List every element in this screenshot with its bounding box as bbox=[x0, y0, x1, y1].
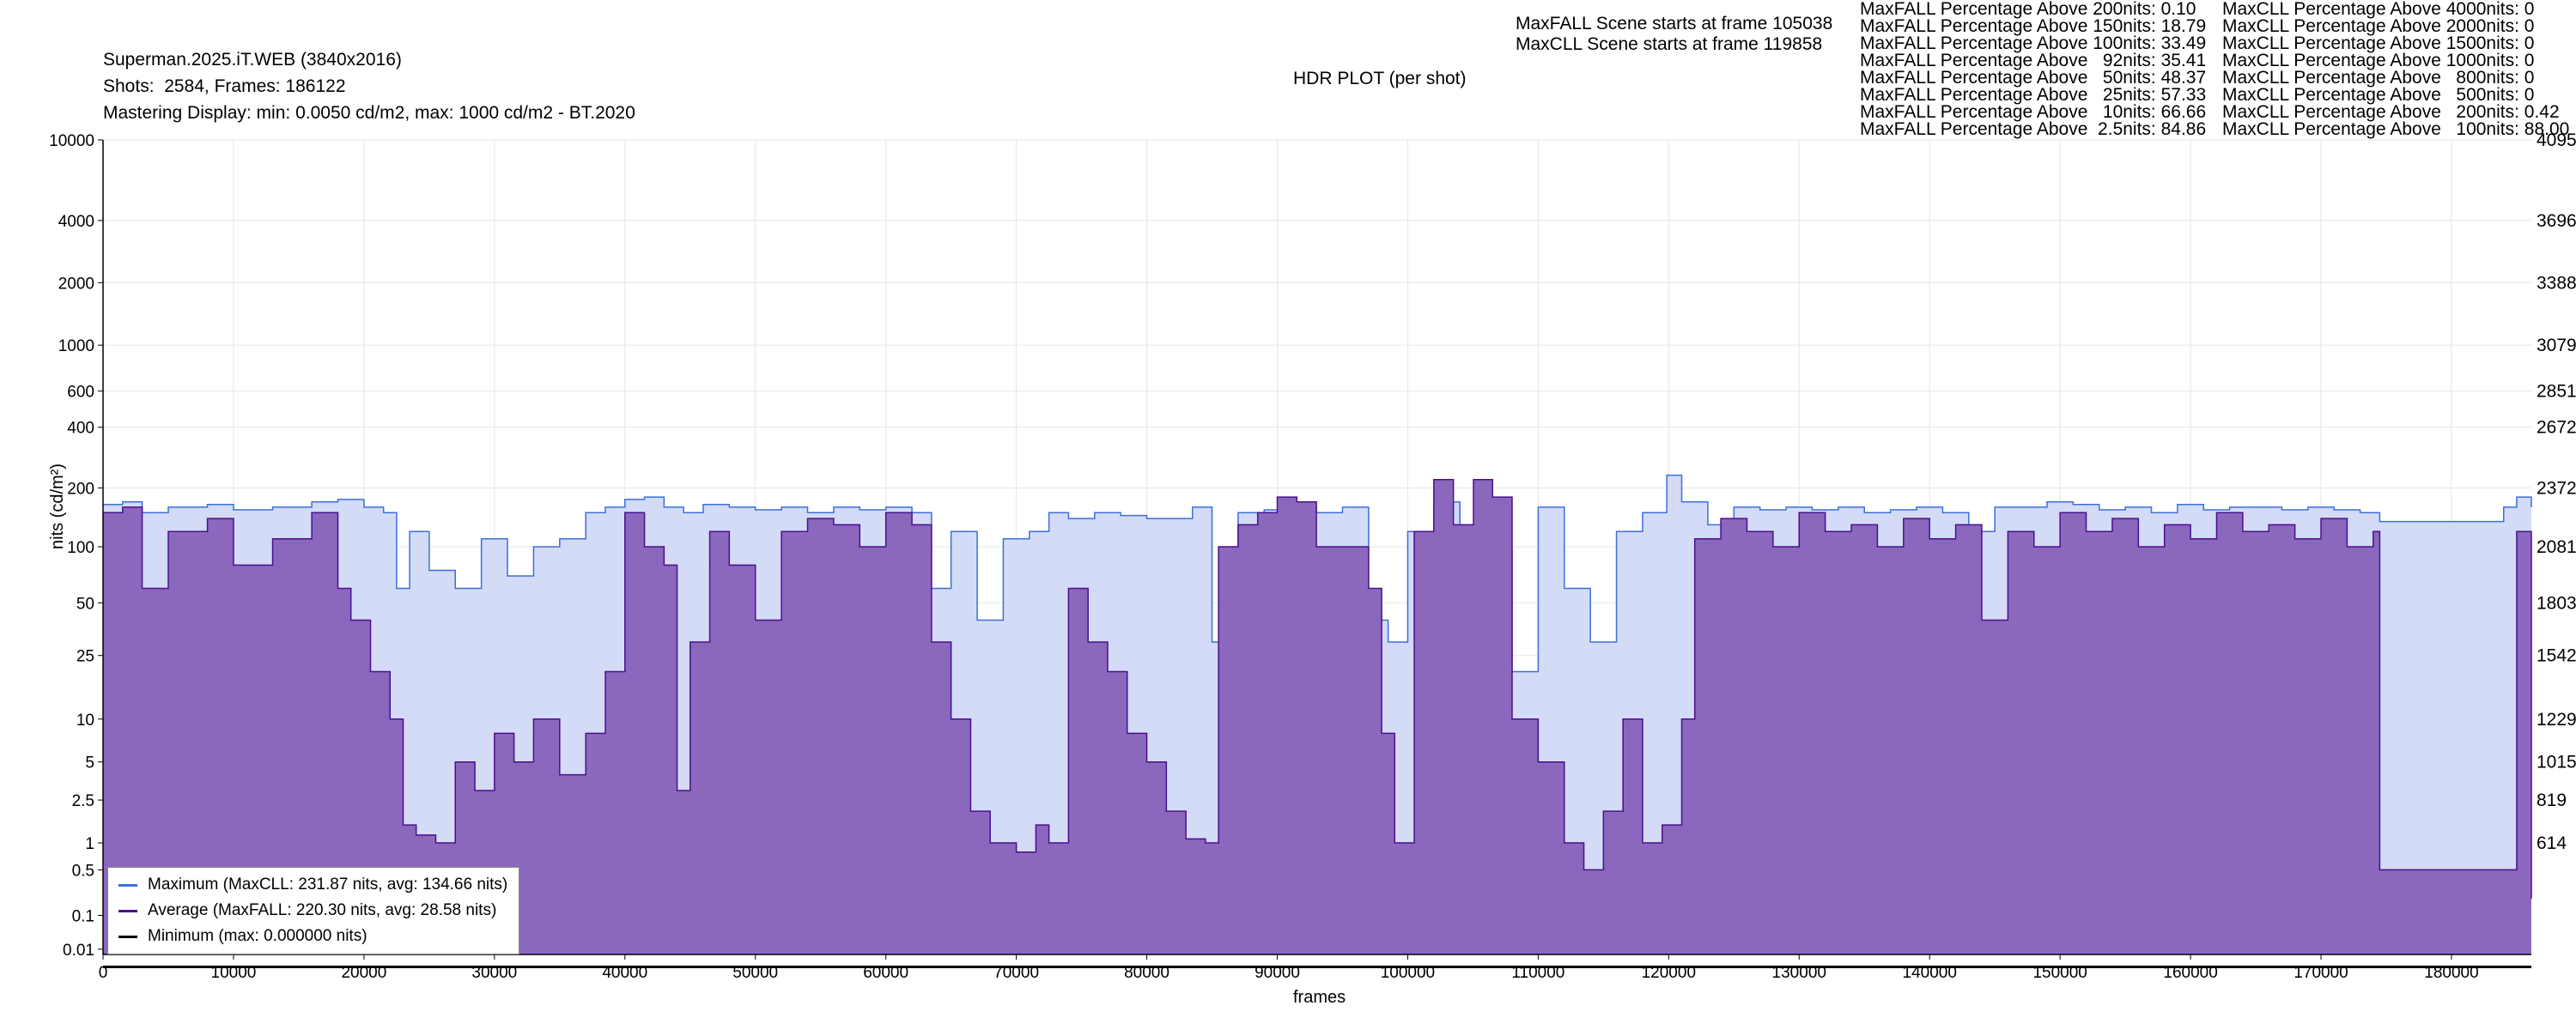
maxfall-stat-line: MaxFALL Percentage Above 150nits: 18.79 bbox=[1860, 16, 2207, 36]
x-tick-label: 130000 bbox=[1772, 964, 1826, 982]
y-tick-label: 200 bbox=[67, 481, 94, 499]
plot-title: HDR PLOT (per shot) bbox=[1293, 69, 1467, 88]
right-tick-label: 2372 bbox=[2537, 479, 2576, 499]
x-tick-label: 0 bbox=[99, 964, 108, 982]
y-tick-label: 0.1 bbox=[72, 907, 94, 925]
maxcll-stats: MaxCLL Percentage Above 4000nits: 0 MaxCL… bbox=[2222, 0, 2570, 139]
maxcll-stat-line: MaxCLL Percentage Above 100nits: 88.00 bbox=[2222, 119, 2570, 139]
y-tick-label: 1 bbox=[85, 835, 94, 853]
y-tick-label: 400 bbox=[67, 420, 94, 438]
maxfall-stat-line: MaxFALL Percentage Above 92nits: 35.41 bbox=[1860, 51, 2207, 70]
legend-item-maximum: Maximum (MaxCLL: 231.87 nits, avg: 134.6… bbox=[118, 873, 507, 897]
right-tick-label: 3696 bbox=[2537, 211, 2576, 231]
maxcll-stat-line: MaxCLL Percentage Above 4000nits: 0 bbox=[2222, 0, 2535, 19]
legend-swatch-average bbox=[118, 909, 137, 912]
maxfall-scene-start: MaxFALL Scene starts at frame 105038 bbox=[1516, 14, 1833, 33]
legend-swatch-maximum bbox=[118, 883, 137, 887]
maxfall-stats: MaxFALL Percentage Above 200nits: 0.10 Ma… bbox=[1860, 0, 2207, 139]
x-tick-label: 160000 bbox=[2163, 964, 2217, 982]
maxfall-stat-line: MaxFALL Percentage Above 200nits: 0.10 bbox=[1860, 0, 2196, 19]
x-tick-label: 110000 bbox=[1511, 964, 1564, 982]
maxcll-stat-line: MaxCLL Percentage Above 200nits: 0.42 bbox=[2222, 102, 2560, 122]
maxfall-stat-line: MaxFALL Percentage Above 100nits: 33.49 bbox=[1860, 33, 2207, 53]
maxfall-stat-line: MaxFALL Percentage Above 25nits: 57.33 bbox=[1860, 85, 2207, 105]
y-tick-label: 2000 bbox=[58, 275, 94, 293]
x-tick-label: 60000 bbox=[863, 964, 908, 982]
maxcll-stat-line: MaxCLL Percentage Above 1000nits: 0 bbox=[2222, 51, 2535, 70]
y-tick-label: 1000 bbox=[58, 337, 94, 355]
x-axis-title: frames bbox=[1293, 988, 1346, 1007]
x-tick-label: 70000 bbox=[993, 964, 1039, 982]
y-tick-label: 0.5 bbox=[72, 862, 94, 880]
legend-swatch-minimum bbox=[118, 935, 137, 938]
legend-item-average: Average (MaxFALL: 220.30 nits, avg: 28.5… bbox=[118, 899, 496, 923]
right-tick-label: 614 bbox=[2537, 833, 2567, 853]
right-tick-label: 2851 bbox=[2537, 382, 2576, 402]
y-tick-label: 4000 bbox=[58, 213, 94, 231]
right-tick-label: 3388 bbox=[2537, 273, 2576, 293]
x-tick-label: 170000 bbox=[2293, 964, 2348, 982]
y-tick-label: 100 bbox=[67, 539, 94, 557]
right-tick-label: 2081 bbox=[2537, 537, 2576, 557]
legend-label-minimum: Minimum (max: 0.000000 nits) bbox=[148, 927, 368, 945]
legend-item-minimum: Minimum (max: 0.000000 nits) bbox=[118, 924, 368, 948]
x-tick-label: 50000 bbox=[732, 964, 778, 982]
y-tick-label: 50 bbox=[76, 595, 94, 613]
x-tick-label: 120000 bbox=[1642, 964, 1696, 982]
x-tick-label: 10000 bbox=[211, 964, 257, 982]
maxfall-stat-line: MaxFALL Percentage Above 10nits: 66.66 bbox=[1860, 102, 2207, 122]
y-tick-label: 10 bbox=[76, 712, 94, 730]
maxfall-stat-line: MaxFALL Percentage Above 2.5nits: 84.86 bbox=[1860, 119, 2207, 139]
x-tick-label: 40000 bbox=[602, 964, 647, 982]
y-tick-label: 600 bbox=[67, 384, 94, 402]
maxcll-scene-start: MaxCLL Scene starts at frame 119858 bbox=[1516, 34, 1823, 54]
maxcll-stat-line: MaxCLL Percentage Above 500nits: 0 bbox=[2222, 85, 2535, 105]
right-tick-label: 1015 bbox=[2537, 753, 2576, 772]
right-tick-label: 1542 bbox=[2537, 646, 2576, 666]
x-tick-label: 100000 bbox=[1381, 964, 1435, 982]
maxcll-stat-line: MaxCLL Percentage Above 1500nits: 0 bbox=[2222, 33, 2535, 53]
mastering-display: Mastering Display: min: 0.0050 cd/m2, ma… bbox=[103, 103, 635, 123]
right-tick-label: 1803 bbox=[2537, 593, 2576, 613]
y-tick-label: 5 bbox=[85, 754, 94, 772]
x-tick-label: 30000 bbox=[471, 964, 517, 982]
y-tick-label: 0.01 bbox=[63, 942, 94, 960]
maxfall-stat-line: MaxFALL Percentage Above 50nits: 48.37 bbox=[1860, 68, 2207, 88]
series-average-line bbox=[103, 479, 2532, 899]
right-tick-label: 1229 bbox=[2537, 710, 2576, 730]
right-tick-label: 4095 bbox=[2537, 130, 2576, 150]
x-tick-label: 150000 bbox=[2032, 964, 2087, 982]
legend-label-average: Average (MaxFALL: 220.30 nits, avg: 28.5… bbox=[148, 901, 497, 919]
y-axis-title: nits (cd/m²) bbox=[48, 464, 67, 549]
shots-frames: Shots: 2584, Frames: 186122 bbox=[103, 76, 346, 96]
y-tick-label: 2.5 bbox=[72, 792, 94, 810]
x-tick-label: 140000 bbox=[1903, 964, 1957, 982]
y-tick-label: 25 bbox=[76, 648, 94, 666]
maxcll-stat-line: MaxCLL Percentage Above 2000nits: 0 bbox=[2222, 16, 2535, 36]
x-tick-label: 80000 bbox=[1124, 964, 1170, 982]
right-tick-label: 3079 bbox=[2537, 336, 2576, 355]
x-tick-label: 90000 bbox=[1255, 964, 1300, 982]
x-tick-label: 20000 bbox=[341, 964, 386, 982]
right-tick-label: 2672 bbox=[2537, 418, 2576, 438]
legend: Maximum (MaxCLL: 231.87 nits, avg: 134.6… bbox=[107, 867, 519, 954]
x-tick-label: 180000 bbox=[2424, 964, 2478, 982]
y-tick-label: 10000 bbox=[49, 132, 94, 150]
legend-label-maximum: Maximum (MaxCLL: 231.87 nits, avg: 134.6… bbox=[148, 876, 508, 894]
maxcll-stat-line: MaxCLL Percentage Above 800nits: 0 bbox=[2222, 68, 2535, 88]
file-title: Superman.2025.iT.WEB (3840x2016) bbox=[103, 50, 402, 70]
right-tick-label: 819 bbox=[2537, 791, 2567, 810]
